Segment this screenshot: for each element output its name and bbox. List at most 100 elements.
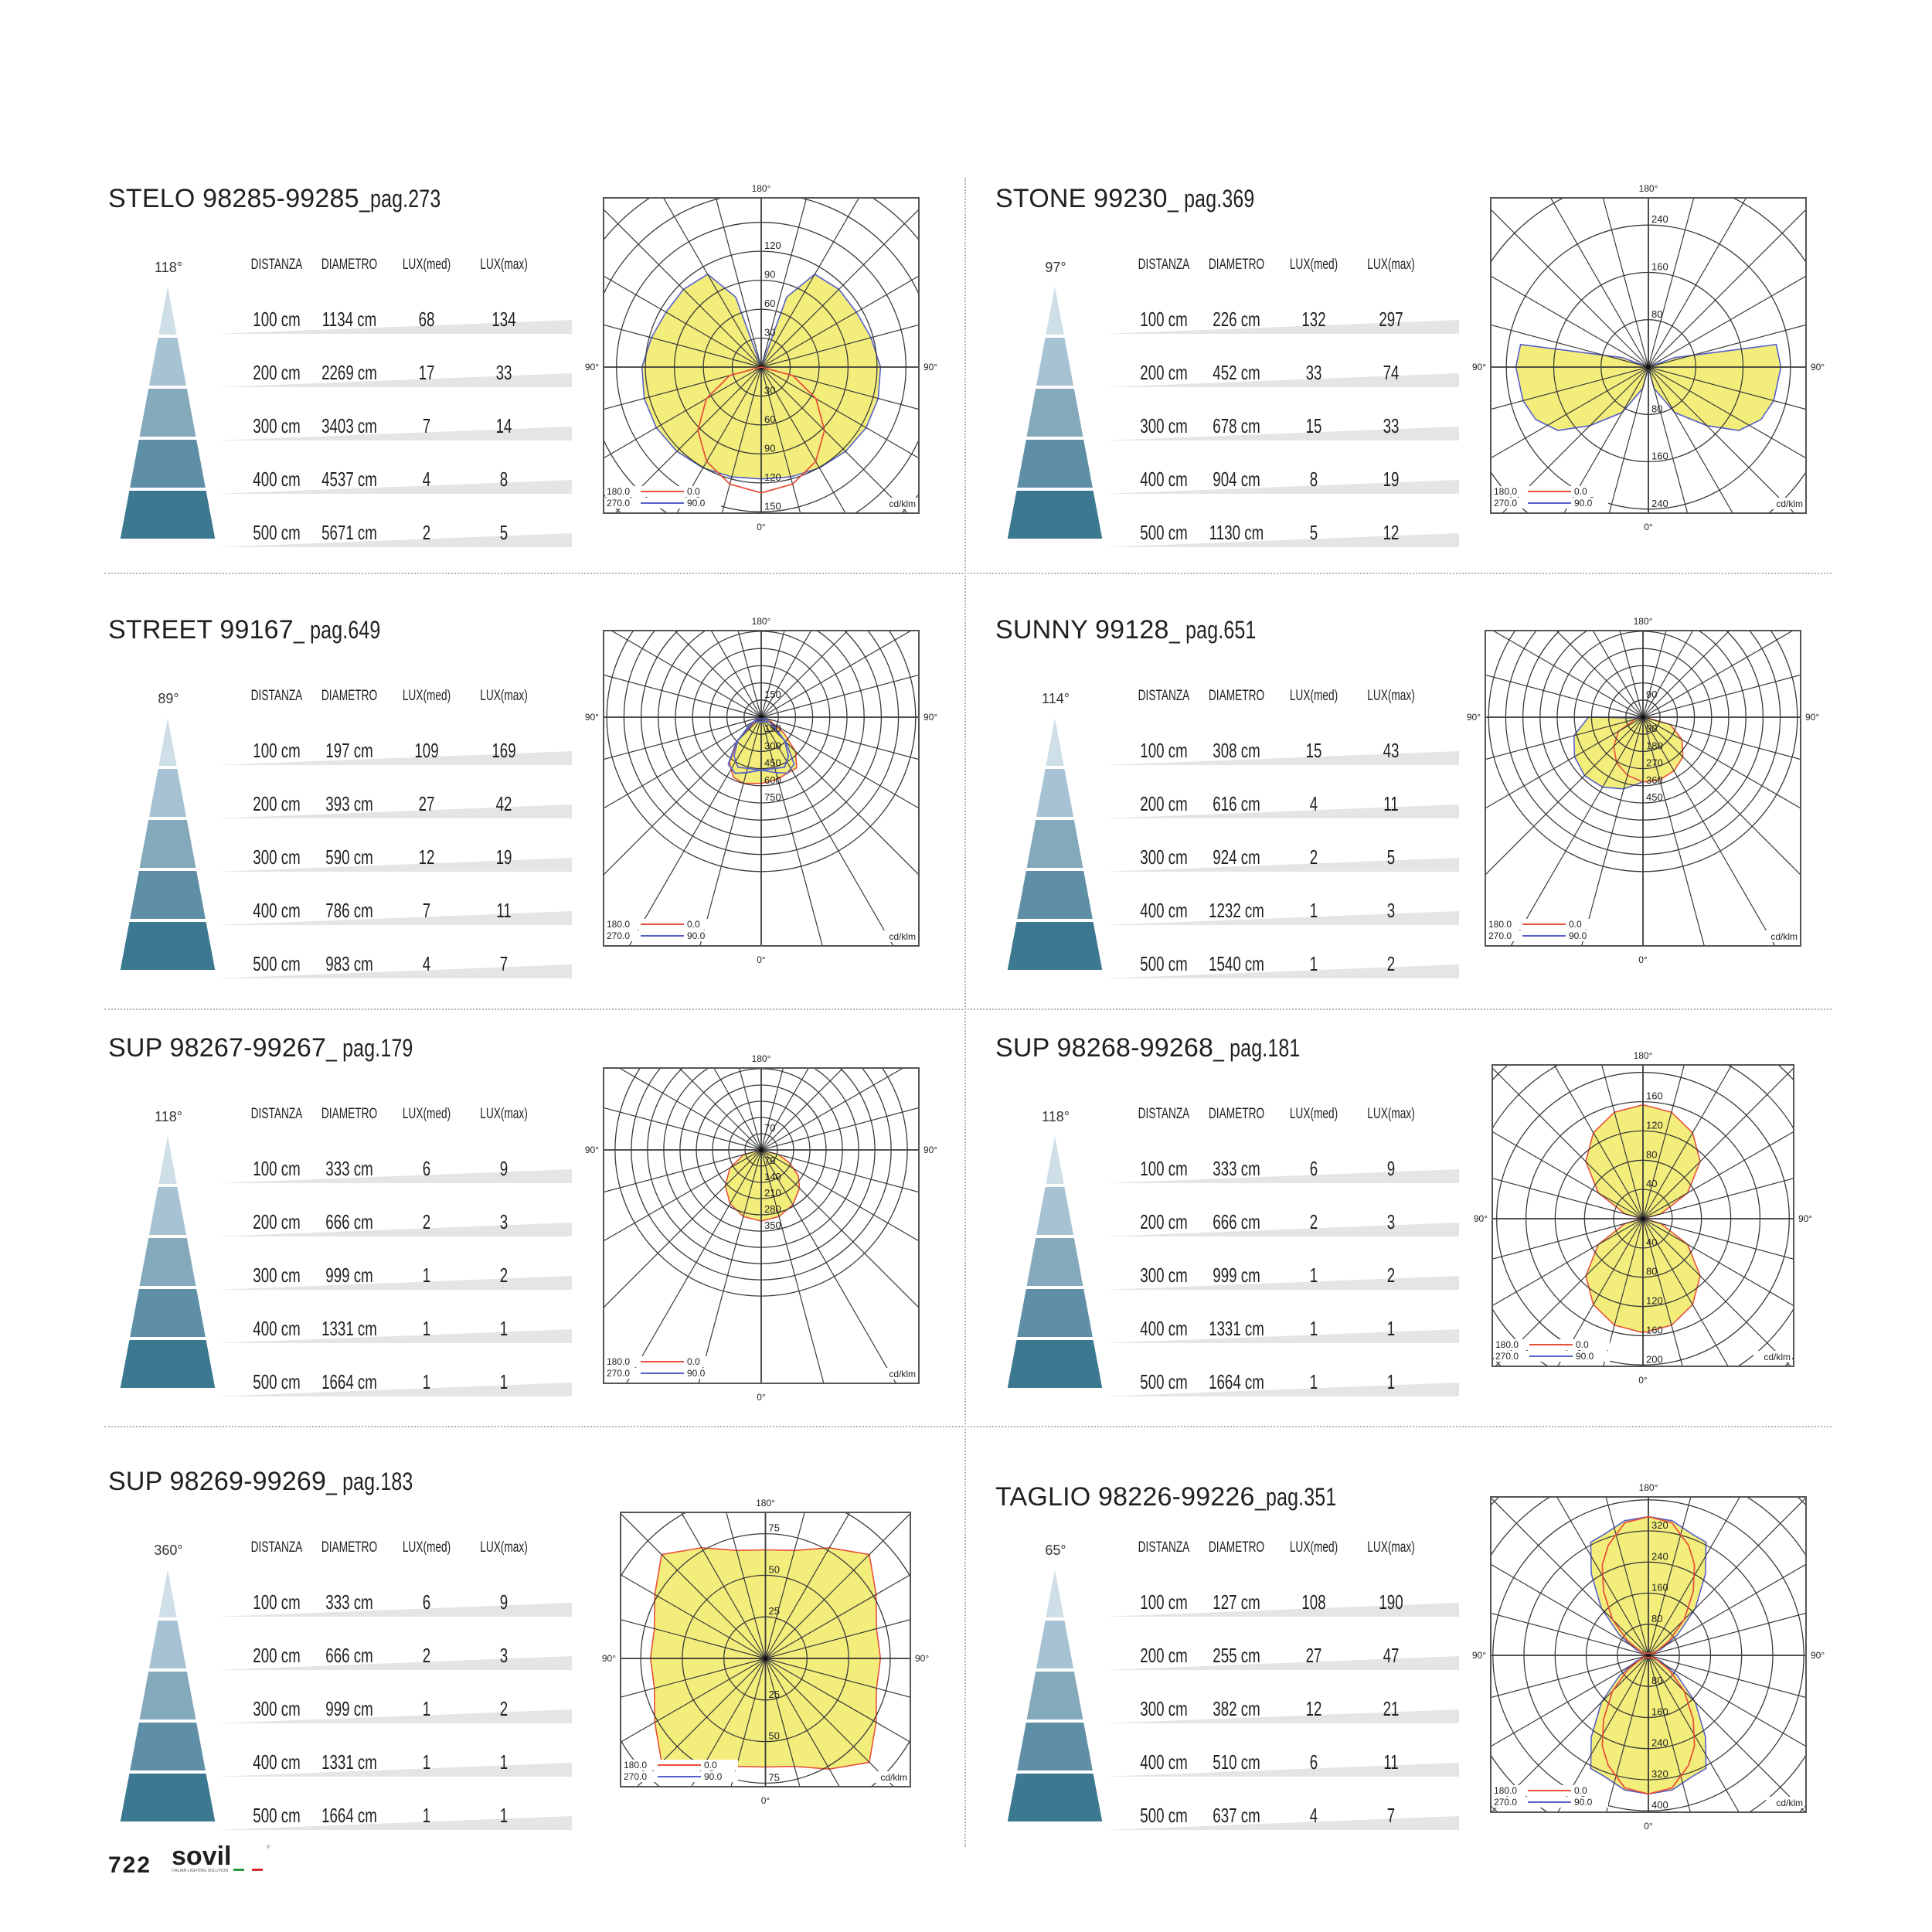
lux-max-cell: 14 <box>495 414 512 437</box>
row-shelf <box>1104 1223 1459 1236</box>
angle-label-right: 90° <box>1798 1213 1812 1224</box>
grid-spoke <box>760 716 919 876</box>
polar-chart: 150 300 450 600 750 150 180° 0° 90° 90° 180.0 0.0 27… <box>585 616 938 965</box>
grid-spoke <box>1648 1497 1806 1656</box>
shelf-shape <box>1104 320 1459 334</box>
grid-spoke <box>620 1658 766 1698</box>
grid-spoke <box>1485 716 1644 760</box>
lux-max-cell: 1 <box>1386 1317 1396 1340</box>
grid-spoke <box>760 1068 904 1151</box>
diameter-cell: 1664 cm <box>1209 1370 1264 1393</box>
grid-spoke <box>1642 716 1801 876</box>
diameter-cell: 4537 cm <box>321 468 377 491</box>
row-shelf <box>216 427 572 440</box>
legend-left-value: 180.0 <box>607 919 630 930</box>
row-shelf <box>216 533 572 547</box>
row-shelf <box>1104 1816 1459 1830</box>
beam-cone <box>120 1570 216 1821</box>
legend-left-value: 270.0 <box>624 1771 647 1782</box>
distance-cell: 300 cm <box>253 1264 301 1287</box>
shelf-shape <box>1104 1603 1459 1617</box>
row-shelf <box>1104 373 1459 387</box>
grid-spoke <box>1648 198 1747 368</box>
radial-tick-label: 80 <box>1651 1675 1662 1686</box>
page-reference: _ pag.649 <box>293 616 381 644</box>
grid-spoke <box>604 716 762 809</box>
grid-spoke <box>1491 1563 1649 1656</box>
row-shelf <box>216 1763 572 1777</box>
grid-spoke <box>1491 366 1649 410</box>
page-reference: _ pag.181 <box>1213 1034 1301 1062</box>
shelf-shape <box>216 1223 572 1236</box>
chart-legend: 180.0 0.0 270.0 90.0 <box>1492 486 1608 509</box>
lux-max-cell: 3 <box>499 1644 509 1667</box>
product-section: STELO 98285-99285_pag.273 118° DISTANZA DIA… <box>100 184 1028 601</box>
chart-origin <box>1646 365 1651 369</box>
angle-label-bottom: 0° <box>1638 954 1648 965</box>
lux-med-cell: 132 <box>1301 308 1326 331</box>
distance-cell: 300 cm <box>1140 845 1188 869</box>
diameter-cell: 510 cm <box>1213 1750 1260 1774</box>
row-shelf <box>1104 1603 1459 1617</box>
shelf-shape <box>1104 1223 1459 1236</box>
column-header: LUX(max) <box>480 257 528 273</box>
legend-right-value: 90.0 <box>1574 498 1593 509</box>
diameter-cell: 382 cm <box>1213 1697 1260 1720</box>
distance-cell: 400 cm <box>253 1317 301 1340</box>
grid-spoke <box>760 198 808 368</box>
diameter-cell: 999 cm <box>325 1264 373 1287</box>
registered-mark: ® <box>267 1845 270 1850</box>
angle-label-top: 180° <box>756 1498 775 1509</box>
distance-cell: 400 cm <box>1140 1750 1188 1774</box>
grid-spoke <box>760 716 894 946</box>
radial-tick-label: 280 <box>764 1203 781 1215</box>
radial-tick-label: 450 <box>764 757 781 769</box>
shelf-shape <box>216 1276 572 1290</box>
row-shelf <box>1104 751 1459 765</box>
legend-left-value: 270.0 <box>607 930 630 941</box>
radial-tick-label: 140 <box>764 1171 781 1182</box>
column-header: LUX(med) <box>402 1106 451 1122</box>
row-shelf <box>1104 1383 1459 1396</box>
distance-cell: 100 cm <box>1140 1590 1188 1614</box>
legend-left-value: 270.0 <box>607 498 630 509</box>
distance-cell: 200 cm <box>1140 792 1188 815</box>
cone-segment <box>130 871 206 919</box>
column-header: LUX(max) <box>1367 1539 1415 1556</box>
grid-spoke <box>1648 366 1689 513</box>
angle-label-left: 90° <box>585 362 599 372</box>
lux-max-cell: 21 <box>1383 1697 1400 1720</box>
unit-bg <box>1766 1797 1804 1808</box>
column-header: LUX(med) <box>402 688 451 704</box>
diameter-cell: 1134 cm <box>321 308 377 331</box>
row-divider <box>104 1009 1832 1010</box>
diameter-cell: 2269 cm <box>321 361 377 384</box>
lux-med-cell: 17 <box>418 361 435 384</box>
grid-spoke <box>1642 716 1705 946</box>
shelf-shape <box>1104 1656 1459 1670</box>
grid-spoke <box>604 1149 762 1308</box>
radial-tick-label: 320 <box>1651 1519 1668 1531</box>
flag-red-stripe <box>252 1869 263 1871</box>
cone-segment <box>158 287 177 335</box>
grid-spoke <box>676 366 762 513</box>
radial-tick-label: 200 <box>1646 1353 1663 1365</box>
grid-spoke <box>1592 631 1644 718</box>
diameter-cell: 1232 cm <box>1209 899 1264 922</box>
chart-legend: 180.0 0.0 270.0 90.0 <box>621 1760 738 1782</box>
lux-max-cell: 8 <box>499 468 509 491</box>
polar-chart: 90 180 270 360 450 90 180° 0° 90° 90° 180.0 0.0 270.… <box>1467 616 1820 965</box>
lux-med-cell: 2 <box>422 521 431 544</box>
radial-tick-label: 120 <box>1646 1119 1663 1131</box>
radial-tick-label: 240 <box>1651 498 1668 509</box>
grid-spoke <box>760 209 919 368</box>
distance-cell: 100 cm <box>253 1590 301 1614</box>
distance-cell: 400 cm <box>253 899 301 922</box>
diameter-cell: 666 cm <box>325 1644 373 1667</box>
legend-right-value: 90.0 <box>687 498 706 509</box>
legend-right-value: 90.0 <box>1576 1351 1594 1362</box>
product-name: STREET 99167 <box>108 615 294 645</box>
shelf-shape <box>1104 1763 1459 1777</box>
distance-cell: 500 cm <box>253 521 301 544</box>
legend-right-value: 0.0 <box>687 486 700 497</box>
